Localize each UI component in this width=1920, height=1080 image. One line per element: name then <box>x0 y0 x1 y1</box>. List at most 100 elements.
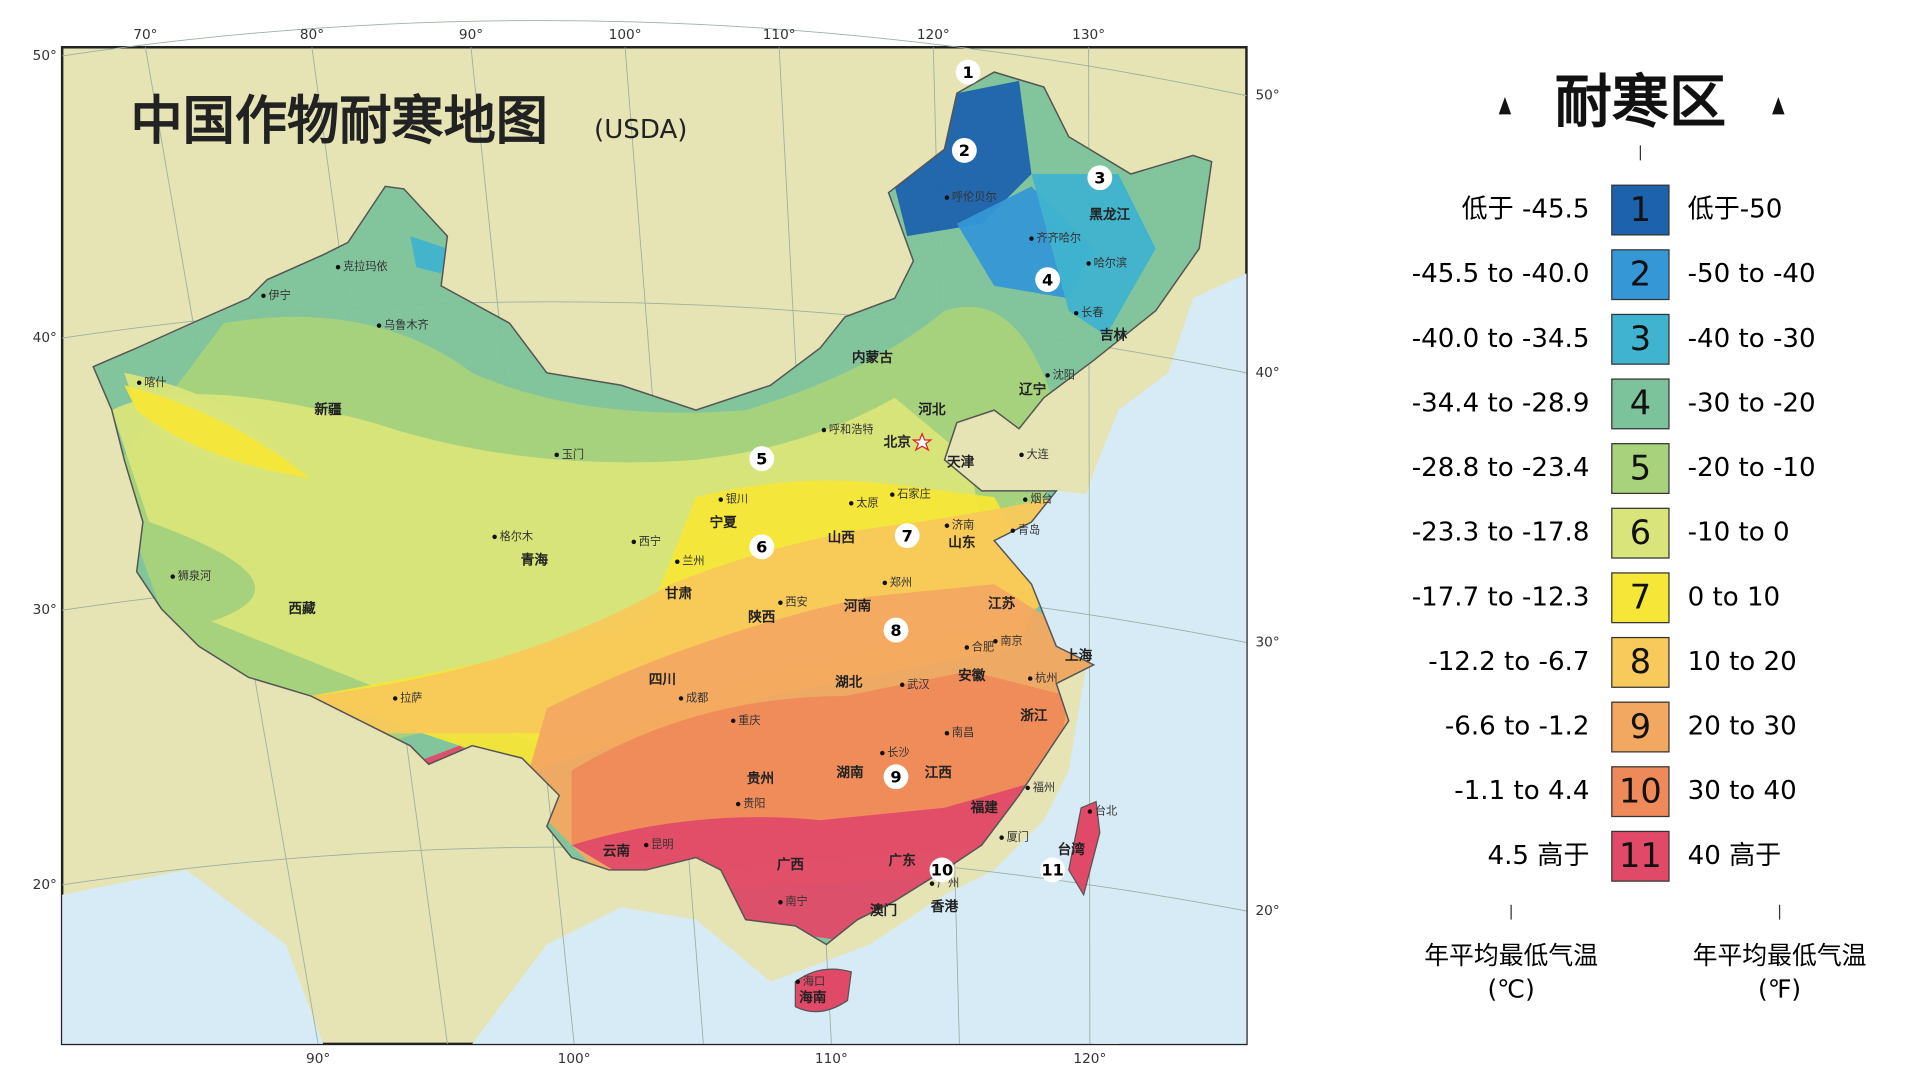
map-title: 中国作物耐寒地图 <box>130 91 548 151</box>
city-label: 格尔木 <box>500 529 534 543</box>
legend-celsius: -1.1 to 4.4 <box>1454 776 1589 806</box>
city-dot <box>376 323 382 328</box>
city-label: 西宁 <box>639 534 661 548</box>
lat-label: 40° <box>33 330 57 346</box>
zone-marker-label: 2 <box>959 141 970 160</box>
city-dot <box>675 559 680 564</box>
province-label: 台湾 <box>1058 841 1086 858</box>
city-dot <box>335 264 341 270</box>
province-label: 北京 <box>884 433 912 450</box>
city-label: 合肥 <box>972 639 994 653</box>
legend-fahrenheit: -20 to -10 <box>1688 453 1816 483</box>
legend-title: 耐寒区 <box>1555 69 1726 135</box>
province-label: 西藏 <box>288 600 316 617</box>
legend-zone: 7 <box>1630 578 1651 617</box>
city-dot <box>944 731 950 736</box>
legend-swatch <box>1611 572 1670 624</box>
legend-footer-c-unit: (℃) <box>1487 974 1534 1003</box>
city-dot <box>1087 809 1093 814</box>
city-dot <box>492 534 497 540</box>
legend-zone: 1 <box>1630 190 1651 229</box>
city-label: 狮泉河 <box>178 569 212 583</box>
zone-marker <box>1040 857 1066 883</box>
city-label: 兰州 <box>682 555 704 568</box>
city-label: 成都 <box>686 691 708 704</box>
city-label: 台北 <box>1095 804 1117 818</box>
city-label: 哈尔滨 <box>1094 255 1128 269</box>
city-label: 沈阳 <box>1053 367 1075 381</box>
city-dot <box>554 452 559 458</box>
province-label: 广西 <box>777 856 805 873</box>
legend-celsius: -17.7 to -12.3 <box>1412 582 1590 612</box>
province-label: 天津 <box>947 453 975 470</box>
city-label: 昆明 <box>651 838 673 851</box>
lon-label: 90° <box>306 1051 330 1067</box>
legend-zone: 2 <box>1630 254 1651 293</box>
legend-ticks <box>1510 145 1781 920</box>
legend-celsius: 低于 -45.5 <box>1462 195 1590 225</box>
legend-zone: 3 <box>1630 319 1651 358</box>
legend-fahrenheit: 30 to 40 <box>1688 776 1797 806</box>
province-label: 安徽 <box>958 667 986 684</box>
province-label: 香港 <box>930 898 959 915</box>
capital-star <box>911 432 933 452</box>
zone-marker-label: 5 <box>756 449 767 468</box>
legend-fahrenheit: 40 高于 <box>1688 841 1782 871</box>
city-label: 厦门 <box>1007 830 1029 844</box>
zone-marker <box>951 137 977 163</box>
city-dot <box>678 696 684 701</box>
zone-marker <box>1035 267 1061 293</box>
lat-label: 40° <box>1255 365 1279 381</box>
province-label: 辽宁 <box>1019 381 1046 398</box>
legend-swatch <box>1611 313 1670 365</box>
city-dot <box>795 979 801 985</box>
lon-label: 80° <box>300 27 324 43</box>
lon-label: 70° <box>133 27 157 43</box>
legend-fahrenheit: -10 to 0 <box>1688 518 1790 548</box>
city-dot <box>1010 528 1016 533</box>
lon-label: 130° <box>1072 27 1105 43</box>
city-dot <box>136 380 142 386</box>
zone-marker <box>1087 165 1113 191</box>
legend-fahrenheit: 0 to 10 <box>1688 582 1781 612</box>
province-label: 山西 <box>828 530 856 546</box>
lat-label: 30° <box>1255 635 1279 651</box>
legend-fahrenheit: 低于-50 <box>1688 195 1783 225</box>
province-label: 江西 <box>925 764 953 781</box>
lon-label: 90° <box>459 27 483 43</box>
lat-label: 20° <box>33 877 57 893</box>
zone-marker-label: 4 <box>1042 270 1053 289</box>
legend-zone: 9 <box>1630 707 1651 746</box>
legend-zone: 6 <box>1630 513 1651 552</box>
province-label: 青海 <box>521 552 549 569</box>
city-label: 武汉 <box>907 678 929 691</box>
legend-swatch <box>1611 830 1670 882</box>
zone-area <box>310 497 1069 734</box>
legend-swatch <box>1611 636 1670 688</box>
zone-marker <box>894 523 920 549</box>
province-label: 陕西 <box>748 609 776 626</box>
city-label: 呼伦贝尔 <box>952 190 997 204</box>
zone-area <box>410 236 448 274</box>
legend-fahrenheit: 10 to 20 <box>1688 647 1797 677</box>
city-label: 南宁 <box>785 894 807 908</box>
city-dot <box>1025 785 1030 791</box>
legend-fahrenheit: 20 to 30 <box>1688 712 1797 742</box>
legend-footer-f-unit: (℉) <box>1758 974 1801 1003</box>
map-subtitle: (USDA) <box>594 115 687 145</box>
city-dot <box>849 501 854 506</box>
city-dot <box>718 497 724 502</box>
legend-celsius: -6.6 to -1.2 <box>1445 712 1590 742</box>
city-label: 福州 <box>1033 780 1055 794</box>
city-label: 南京 <box>1000 633 1022 647</box>
zone-marker <box>749 534 775 560</box>
province-label: 澳门 <box>870 902 897 919</box>
province-label: 上海 <box>1065 647 1093 664</box>
zone-marker-label: 3 <box>1094 168 1105 187</box>
city-label: 长春 <box>1081 306 1103 319</box>
city-label: 烟台 <box>1030 492 1052 506</box>
city-dot <box>1045 373 1050 378</box>
province-label: 江苏 <box>988 595 1016 612</box>
zone-marker <box>883 764 909 790</box>
zone-marker <box>883 617 909 643</box>
